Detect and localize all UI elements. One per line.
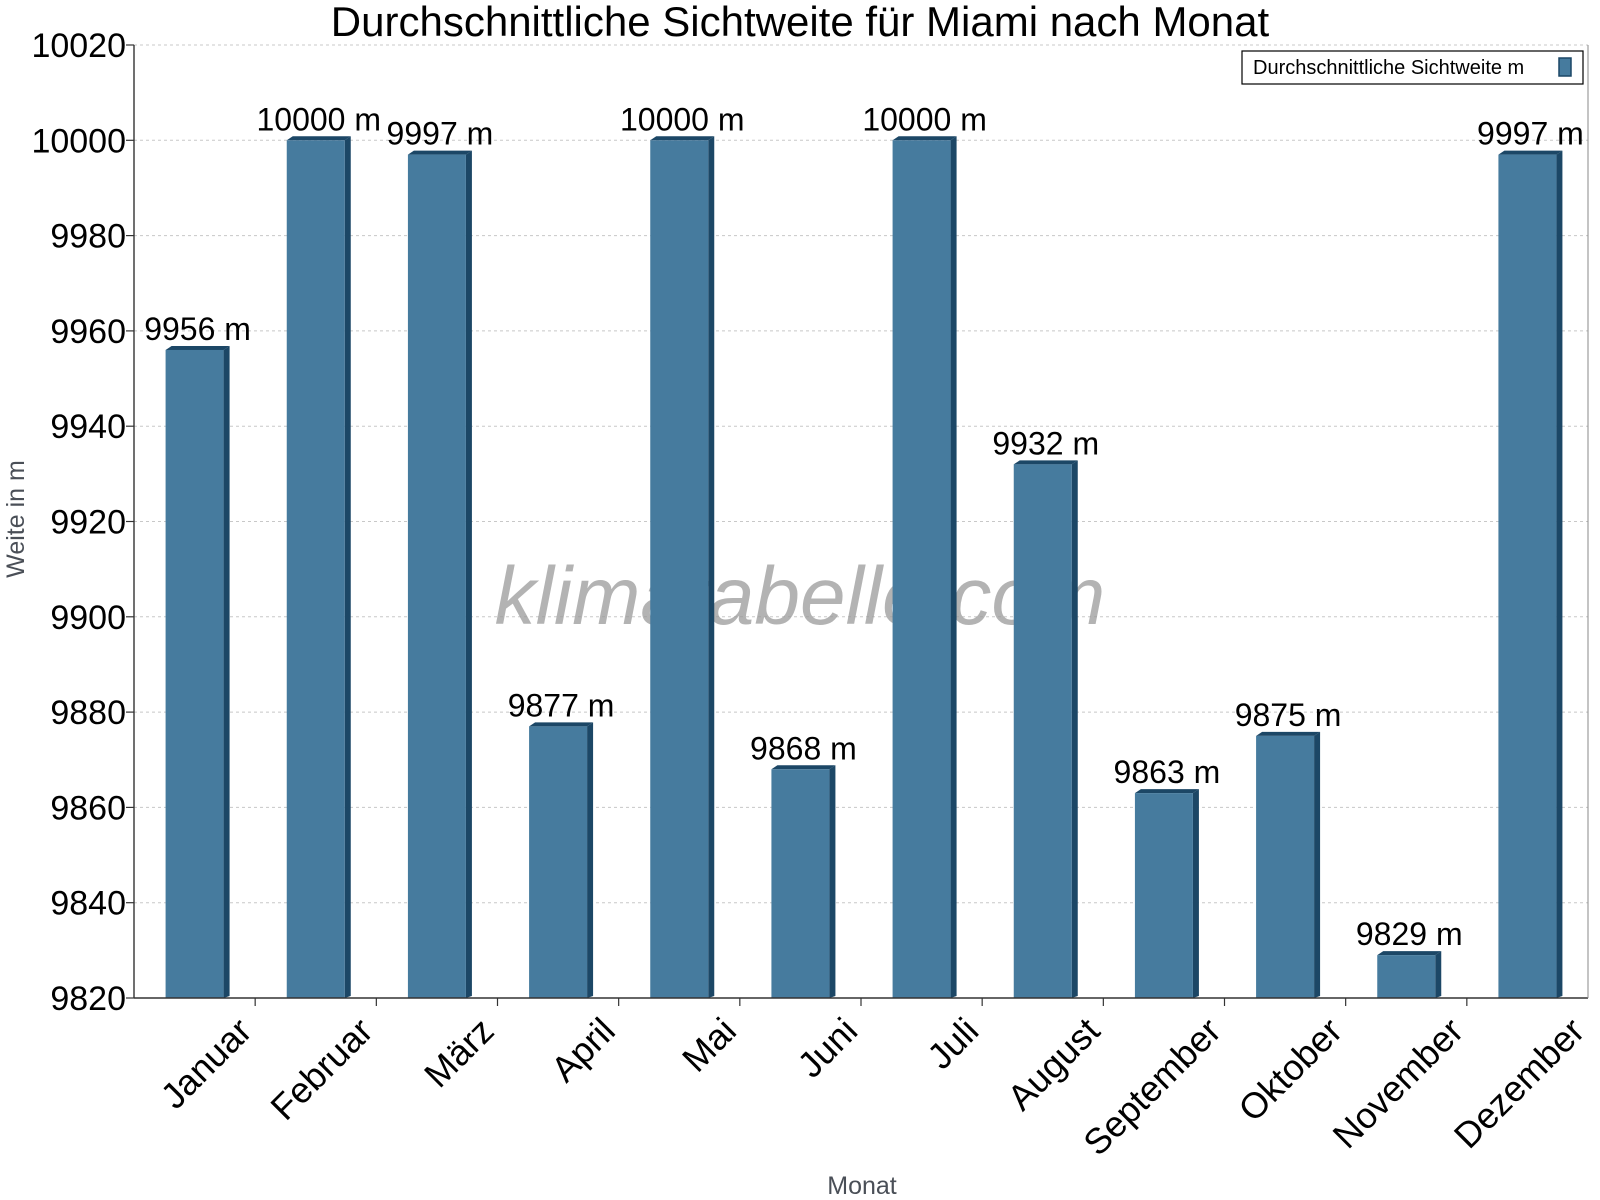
x-tick-label: Juni [789, 1010, 865, 1086]
y-tick-label: 9860 [50, 789, 126, 827]
y-tick-label: 9980 [50, 218, 126, 256]
bar-side [344, 136, 351, 999]
y-tick-label: 9960 [50, 313, 126, 351]
bar [1256, 731, 1321, 998]
y-tick-labels: 9820 9840 9860 9880 9900 9920 9940 9960 9980 1000… [31, 27, 126, 1018]
chart-title: Durchschnittliche Sichtweite für Miami n… [331, 0, 1270, 45]
bar [407, 150, 472, 999]
data-label: 9956 m [144, 311, 251, 347]
x-tick-label: Juli [919, 1010, 986, 1077]
x-tick-label: Mai [674, 1010, 744, 1080]
bar-side [465, 150, 472, 999]
legend-box [1241, 50, 1584, 85]
legend-swatch [1558, 57, 1572, 77]
bar-front [1377, 955, 1436, 998]
bar-side [1192, 789, 1199, 998]
bar-side [1556, 150, 1563, 999]
y-tick-label: 9900 [50, 599, 126, 637]
bar-top [1377, 951, 1442, 956]
bar-side [1071, 460, 1078, 998]
x-tick-label: Februar [262, 1010, 380, 1128]
data-label: 9877 m [508, 687, 615, 723]
bar [165, 345, 230, 999]
bar [892, 136, 957, 999]
bar-top [1498, 150, 1563, 155]
bar-top [1013, 460, 1078, 465]
grid-lines [134, 44, 1588, 904]
y-tick-label: 9840 [50, 885, 126, 923]
x-tick-label: Januar [153, 1010, 260, 1117]
data-label: 9863 m [1114, 754, 1221, 790]
bar-front [892, 140, 951, 999]
bar-top [529, 722, 594, 727]
bar-front [1134, 793, 1193, 998]
bar-top [892, 136, 957, 141]
y-axis-label: Weite in m [2, 460, 30, 578]
legend-label: Durchschnittliche Sichtweite m [1253, 57, 1524, 79]
bar-side [1314, 731, 1321, 998]
data-label: 10000 m [256, 101, 381, 137]
bar-front [529, 726, 588, 998]
bar-top [165, 345, 230, 350]
bar [1013, 460, 1078, 998]
bar-front [286, 140, 345, 999]
x-tick-label: April [543, 1010, 623, 1090]
bar-top [650, 136, 715, 141]
bar-front [1013, 464, 1072, 998]
data-label: 9997 m [387, 116, 494, 152]
bar-front [1256, 735, 1315, 998]
bar-front [771, 769, 830, 998]
bar [771, 765, 836, 998]
axes [126, 44, 1589, 1006]
bar [1498, 150, 1563, 999]
bar-front [407, 154, 466, 999]
bar [529, 722, 594, 998]
watermark: klimatabelle.com [495, 551, 1106, 642]
bar [1377, 951, 1442, 998]
data-label: 10000 m [620, 101, 745, 137]
x-tick-label: August [999, 1010, 1107, 1118]
y-tick-label: 9880 [50, 694, 126, 732]
x-tick-label: November [1325, 1010, 1471, 1156]
bar-top [1134, 789, 1199, 794]
bar [1134, 789, 1199, 998]
bar-top [407, 150, 472, 155]
data-label: 9829 m [1356, 916, 1463, 952]
data-label: 9868 m [750, 730, 857, 766]
legend: Durchschnittliche Sichtweite m [1241, 50, 1584, 85]
bar [650, 136, 715, 999]
bar-side [708, 136, 715, 999]
y-tick-label: 9820 [50, 980, 126, 1018]
bar-top [286, 136, 351, 141]
data-label: 9932 m [992, 425, 1099, 461]
x-tick-label: Oktober [1230, 1010, 1350, 1130]
x-tick-label: März [416, 1010, 502, 1096]
data-label: 10000 m [862, 101, 987, 137]
y-tick-label: 9920 [50, 504, 126, 542]
watermark-layer: klimatabelle.com [495, 551, 1106, 642]
bar-side [950, 136, 957, 999]
y-tick-label: 10020 [31, 27, 126, 65]
x-tick-label: Dezember [1446, 1010, 1592, 1156]
y-tick-label: 10000 [31, 122, 126, 160]
bar-side [1435, 951, 1442, 998]
x-tick-labels: Januar Februar März April Mai Juni Juli AugustS… [153, 1010, 1593, 1164]
bar [286, 136, 351, 999]
bar-front [1498, 154, 1557, 999]
bar-side [829, 765, 836, 998]
bar-side [223, 345, 230, 999]
bar-front [165, 349, 224, 999]
bar-top [1256, 731, 1321, 736]
bars [165, 136, 1563, 999]
y-tick-label: 9940 [50, 408, 126, 446]
data-label: 9875 m [1235, 697, 1342, 733]
bar-front [650, 140, 709, 999]
bar-top [771, 765, 836, 770]
bar-side [587, 722, 594, 998]
data-label: 9997 m [1477, 116, 1584, 152]
x-axis-label: Monat [827, 1172, 897, 1200]
